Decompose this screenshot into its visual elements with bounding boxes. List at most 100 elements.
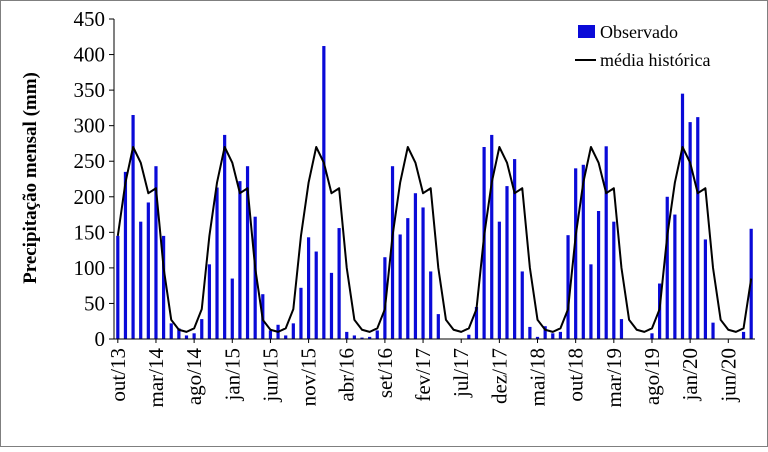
y-tick-label: 450	[74, 7, 106, 31]
x-tick-label: mar/19	[602, 348, 626, 407]
observed-bar	[230, 278, 234, 339]
y-tick-label: 0	[95, 327, 106, 351]
observed-bar	[703, 239, 708, 339]
observed-bar	[154, 166, 158, 339]
observed-bar	[429, 271, 433, 339]
observed-bar	[375, 330, 379, 339]
x-tick-label: ago/19	[640, 348, 664, 405]
x-tick-label: ago/14	[182, 348, 206, 406]
y-tick-label: 400	[74, 43, 106, 67]
x-tick-label: dez/17	[487, 348, 511, 404]
observed-bar	[192, 333, 196, 339]
observed-bar	[116, 235, 120, 339]
x-tick-label: jan/15	[220, 348, 244, 402]
axes	[113, 19, 755, 340]
observed-bar	[291, 323, 295, 339]
observed-bar	[406, 218, 410, 339]
observed-bar	[558, 331, 563, 339]
observed-bar	[589, 264, 593, 339]
observed-bar	[596, 211, 601, 339]
observed-bar	[390, 166, 395, 339]
observed-bar	[581, 164, 585, 339]
observed-bar	[337, 228, 341, 339]
observed-bar	[520, 271, 524, 339]
observed-bar	[314, 251, 318, 339]
y-tick-label: 50	[84, 291, 105, 315]
observed-bar	[169, 323, 173, 339]
observed-bar	[535, 336, 540, 339]
observed-bar	[238, 181, 242, 339]
y-tick-label: 300	[74, 114, 106, 138]
x-tick-label: jun/20	[716, 348, 740, 403]
observed-bar	[184, 335, 189, 339]
observed-bar	[505, 186, 509, 339]
x-tick-label: jul/17	[449, 348, 473, 398]
y-axis-label: Precipitação mensal (mm)	[20, 72, 41, 284]
x-tick-label: fev/17	[411, 348, 435, 402]
observed-bar	[619, 319, 624, 339]
observed-bar	[528, 326, 532, 339]
observed-bar	[383, 257, 387, 339]
x-tick-label: nov/15	[297, 348, 321, 406]
y-tick-label: 250	[74, 149, 106, 173]
historical-line-layer	[116, 146, 753, 333]
observed-bar	[490, 134, 494, 339]
observed-bar	[413, 193, 418, 339]
observed-bar	[741, 331, 746, 339]
observed-bar	[284, 335, 288, 339]
observed-bar	[322, 46, 326, 340]
observed-bar	[398, 234, 402, 339]
observed-bar	[421, 207, 425, 339]
observed-bar	[161, 235, 166, 339]
observed-bar	[215, 187, 219, 339]
observed-bar	[497, 221, 501, 339]
observed-bar	[665, 196, 669, 339]
observed-bar	[131, 115, 135, 339]
observed-bar	[245, 166, 250, 339]
observed-bar	[368, 336, 372, 339]
observed-bar	[329, 272, 334, 339]
observed-bar	[711, 322, 715, 339]
observed-bar	[139, 221, 143, 339]
legend-historical-label: média histórica	[600, 50, 710, 70]
historical-mean-line	[116, 146, 753, 333]
observed-bar	[207, 264, 211, 339]
y-axis-ticks: 0 50 100 150 200 250 300 350 400 450	[74, 7, 114, 351]
legend: Observado média histórica	[575, 22, 710, 70]
observed-bar	[146, 202, 150, 339]
observed-bar	[200, 319, 204, 339]
x-tick-label: jun/15	[258, 348, 282, 403]
observed-bar	[574, 168, 578, 339]
y-tick-label: 150	[74, 220, 106, 244]
observed-bar	[268, 330, 273, 339]
x-tick-label: mai/18	[526, 348, 550, 406]
x-tick-label: out/18	[564, 348, 588, 402]
observed-bar	[352, 335, 356, 339]
observed-bar	[612, 221, 616, 339]
y-tick-label: 200	[74, 185, 106, 209]
observed-bar	[650, 333, 654, 339]
observed-bar	[345, 331, 349, 339]
observed-bar	[513, 159, 517, 339]
observed-bar	[551, 333, 555, 339]
observed-bar	[253, 216, 257, 339]
observed-bar	[223, 134, 227, 339]
observed-bar	[543, 326, 547, 339]
x-tick-label: jan/20	[678, 348, 702, 402]
observed-bar	[360, 337, 364, 339]
legend-observed-label: Observado	[600, 22, 678, 42]
observed-bar	[436, 314, 440, 339]
observed-bar	[467, 334, 471, 339]
observed-bar	[688, 122, 692, 339]
observed-bar	[604, 146, 608, 339]
observed-bar	[123, 171, 128, 339]
observed-bar	[566, 235, 570, 339]
x-tick-label: abr/16	[335, 348, 359, 402]
observed-bar	[673, 214, 677, 339]
x-tick-label: mar/14	[144, 348, 168, 408]
observed-bar	[177, 328, 181, 339]
x-axis-ticks: out/13 mar/14 ago/14 jan/15 jun/15 nov/15 abr/…	[106, 339, 740, 407]
